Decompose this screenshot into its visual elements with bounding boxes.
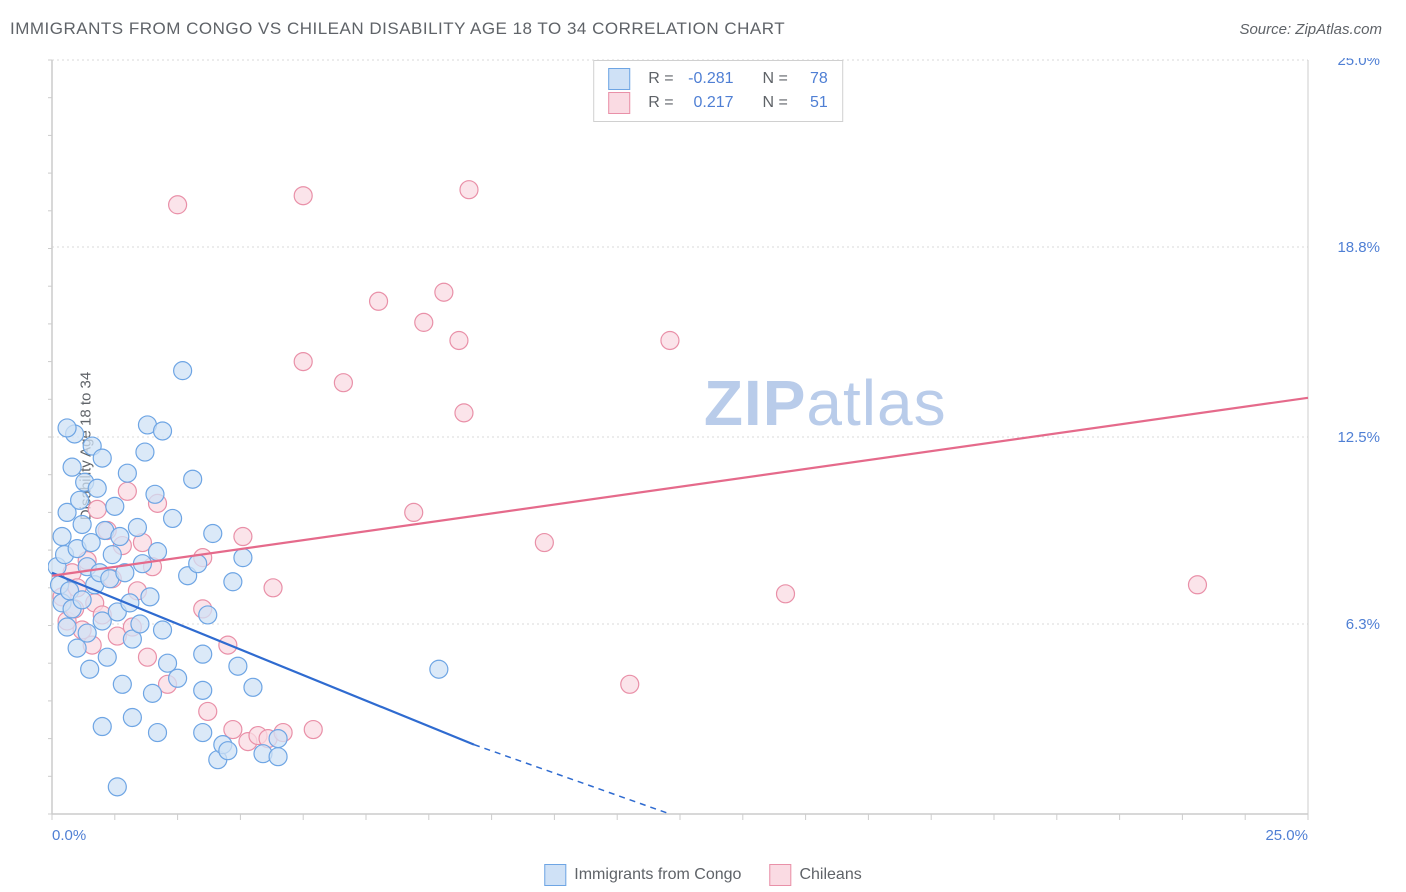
legend-swatch: [544, 864, 566, 886]
legend-swatch: [608, 68, 630, 90]
svg-text:6.3%: 6.3%: [1346, 616, 1380, 633]
legend-swatch: [769, 864, 791, 886]
legend-item: Immigrants from Congo: [544, 864, 741, 886]
correlation-row: R =0.217 N =51: [608, 91, 828, 115]
svg-text:0.0%: 0.0%: [52, 827, 86, 842]
legend-swatch: [608, 92, 630, 114]
correlation-row: R =-0.281 N =78: [608, 67, 828, 91]
svg-text:18.8%: 18.8%: [1337, 239, 1380, 256]
series-legend: Immigrants from Congo Chileans: [544, 864, 861, 886]
svg-text:25.0%: 25.0%: [1337, 58, 1380, 69]
plot-area: 6.3%12.5%18.8%25.0%0.0%25.0% ZIPatlas R …: [48, 58, 1388, 842]
chart-title: IMMIGRANTS FROM CONGO VS CHILEAN DISABIL…: [10, 19, 785, 39]
correlation-legend: R =-0.281 N =78R =0.217 N =51: [593, 60, 843, 122]
chart-source: Source: ZipAtlas.com: [1239, 21, 1382, 38]
svg-text:12.5%: 12.5%: [1337, 429, 1380, 446]
legend-label: Chileans: [799, 866, 861, 883]
legend-label: Immigrants from Congo: [574, 866, 741, 883]
svg-text:25.0%: 25.0%: [1265, 827, 1308, 842]
legend-item: Chileans: [769, 864, 861, 886]
